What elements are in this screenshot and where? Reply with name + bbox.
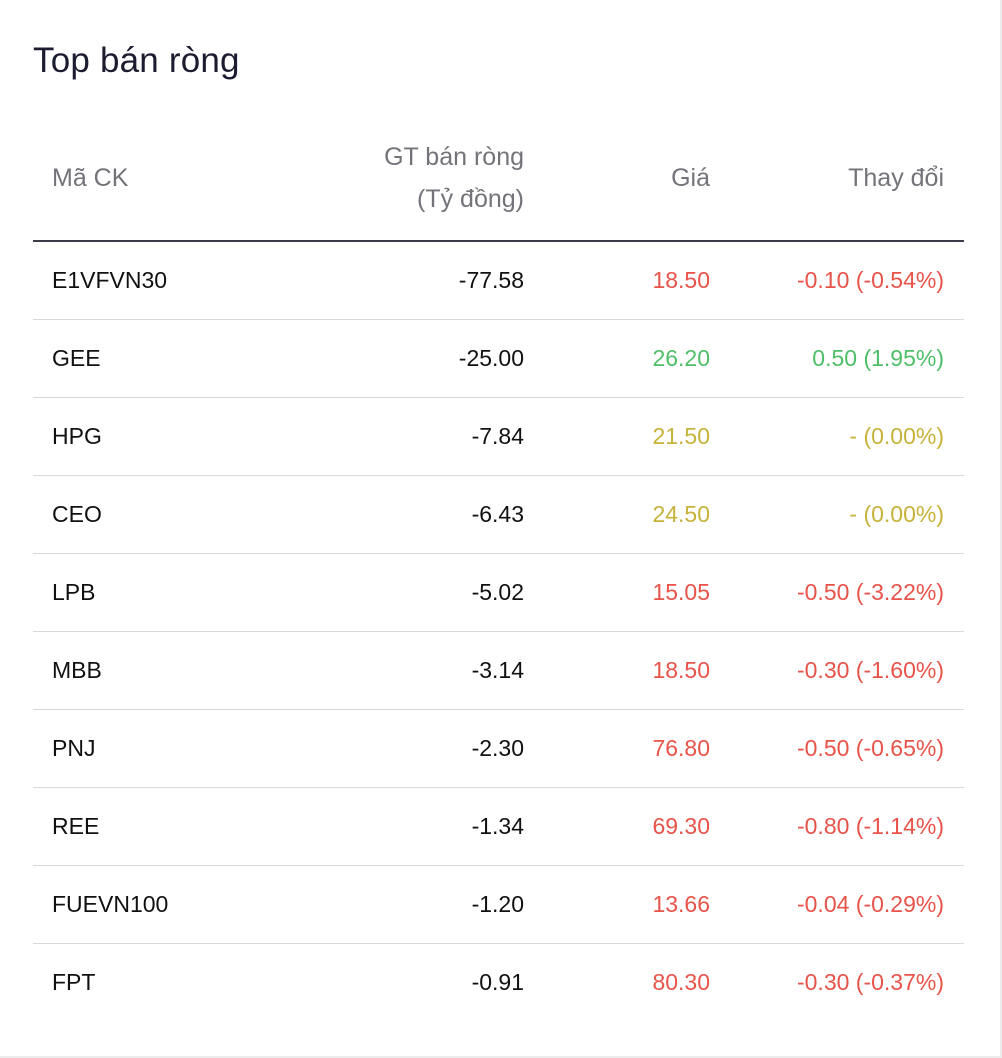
net-value: -25.00: [458, 345, 524, 371]
price-change: -0.50 (-3.22%): [796, 579, 944, 605]
table-row[interactable]: LPB -5.02 15.05 -0.50 (-3.22%): [33, 554, 964, 632]
column-header-net-value-line1: GT bán ròng: [384, 143, 524, 171]
table-row[interactable]: FUEVN100 -1.20 13.66 -0.04 (-0.29%): [33, 866, 964, 944]
stock-code[interactable]: PNJ: [52, 735, 96, 761]
price-change: - (0.00%): [849, 423, 944, 449]
price-change: -0.50 (-0.65%): [796, 735, 944, 761]
stock-code[interactable]: MBB: [52, 657, 102, 683]
net-value: -2.30: [471, 735, 524, 761]
price-change: -0.30 (-1.60%): [796, 657, 944, 683]
price: 26.20: [652, 345, 710, 371]
stock-code[interactable]: GEE: [52, 345, 101, 371]
table-row[interactable]: GEE -25.00 26.20 0.50 (1.95%): [33, 320, 964, 398]
card-title: Top bán ròng: [33, 41, 240, 80]
net-value: -1.20: [471, 891, 524, 917]
table-row[interactable]: CEO -6.43 24.50 - (0.00%): [33, 476, 964, 554]
stock-code[interactable]: FUEVN100: [52, 891, 169, 917]
table-row[interactable]: MBB -3.14 18.50 -0.30 (-1.60%): [33, 632, 964, 710]
price: 80.30: [652, 969, 710, 995]
net-value: -77.58: [458, 267, 524, 293]
column-header-net-value-line2: (Tỷ đồng): [417, 185, 524, 213]
net-sell-table: Mã CK GT bán ròng (Tỷ đồng) Giá Thay đổi…: [33, 130, 964, 1021]
stock-code[interactable]: HPG: [52, 423, 102, 449]
net-value: -5.02: [471, 579, 524, 605]
price-change: -0.30 (-0.37%): [796, 969, 944, 995]
price: 76.80: [652, 735, 710, 761]
table-body: E1VFVN30 -77.58 18.50 -0.10 (-0.54%) GEE…: [33, 242, 964, 1021]
price: 13.66: [652, 891, 710, 917]
table-row[interactable]: E1VFVN30 -77.58 18.50 -0.10 (-0.54%): [33, 242, 964, 320]
column-header-price[interactable]: Giá: [671, 164, 710, 192]
price-change: -0.10 (-0.54%): [796, 267, 944, 293]
stock-code[interactable]: REE: [52, 813, 100, 839]
price: 69.30: [652, 813, 710, 839]
stock-code[interactable]: CEO: [52, 501, 102, 527]
price-change: -0.04 (-0.29%): [796, 891, 944, 917]
column-header-change[interactable]: Thay đổi: [848, 164, 944, 192]
price-change: - (0.00%): [849, 501, 944, 527]
table-row[interactable]: HPG -7.84 21.50 - (0.00%): [33, 398, 964, 476]
stock-code[interactable]: FPT: [52, 969, 96, 995]
table-row[interactable]: REE -1.34 69.30 -0.80 (-1.14%): [33, 788, 964, 866]
price-change: -0.80 (-1.14%): [796, 813, 944, 839]
net-value: -7.84: [471, 423, 524, 449]
table-header: Mã CK GT bán ròng (Tỷ đồng) Giá Thay đổi: [33, 130, 964, 242]
price: 18.50: [652, 267, 710, 293]
column-header-code[interactable]: Mã CK: [52, 164, 129, 192]
stock-code[interactable]: E1VFVN30: [52, 267, 168, 293]
column-header-net-value[interactable]: GT bán ròng (Tỷ đồng): [384, 136, 524, 220]
price: 15.05: [652, 579, 710, 605]
net-value: -1.34: [471, 813, 524, 839]
price: 24.50: [652, 501, 710, 527]
table-row[interactable]: PNJ -2.30 76.80 -0.50 (-0.65%): [33, 710, 964, 788]
net-value: -6.43: [471, 501, 524, 527]
price: 18.50: [652, 657, 710, 683]
net-value: -0.91: [471, 969, 524, 995]
table-row[interactable]: FPT -0.91 80.30 -0.30 (-0.37%): [33, 944, 964, 1021]
price: 21.50: [652, 423, 710, 449]
price-change: 0.50 (1.95%): [812, 345, 944, 371]
net-value: -3.14: [471, 657, 524, 683]
stock-code[interactable]: LPB: [52, 579, 96, 605]
